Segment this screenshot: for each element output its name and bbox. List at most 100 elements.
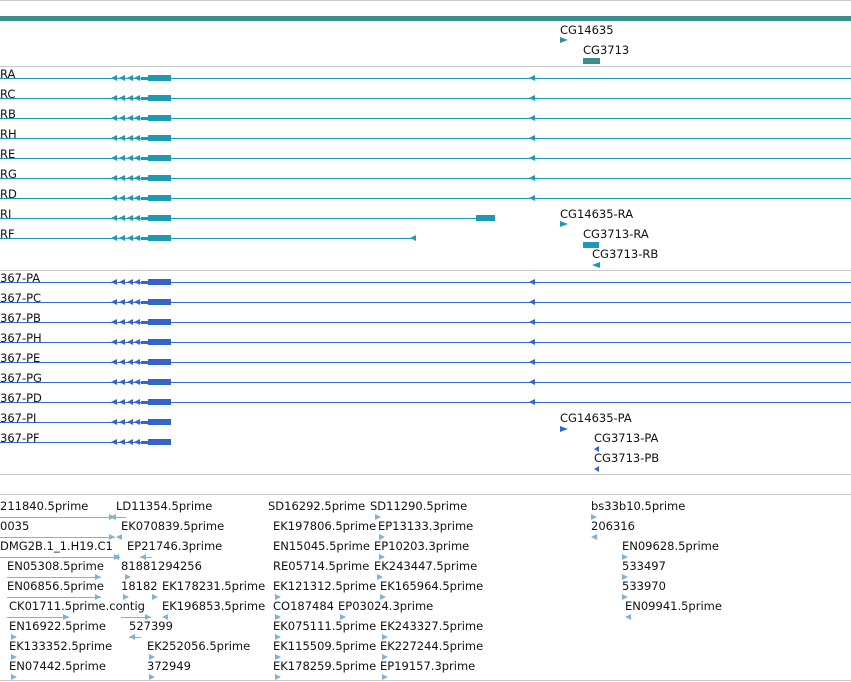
teal-transcript-exon-arrow[interactable]: [127, 155, 133, 161]
blue-transcript-exon-arrow[interactable]: [111, 399, 117, 405]
cg3713-pb-arrow[interactable]: [594, 466, 599, 472]
teal-transcript-exon-arrow[interactable]: [529, 135, 535, 141]
blue-transcript-exon[interactable]: [141, 281, 148, 284]
teal-transcript-exon-arrow[interactable]: [127, 195, 133, 201]
teal-transcript-exon-arrow[interactable]: [134, 195, 140, 201]
blue-transcript-exon-arrow[interactable]: [119, 359, 125, 365]
teal-transcript-exon-arrow[interactable]: [134, 175, 140, 181]
teal-transcript-exon-arrow[interactable]: [119, 215, 125, 221]
est-arrow[interactable]: [622, 594, 628, 600]
teal-transcript-exon-arrow[interactable]: [119, 75, 125, 81]
teal-transcript-exon-main[interactable]: [148, 75, 171, 81]
blue-transcript-intron-line[interactable]: [0, 322, 851, 323]
blue-transcript-exon-main[interactable]: [148, 439, 171, 445]
est-label[interactable]: EK121312.5prime: [273, 579, 377, 593]
teal-transcript-exon-arrow[interactable]: [111, 135, 117, 141]
blue-transcript-exon-arrow[interactable]: [127, 339, 133, 345]
est-arrow[interactable]: [123, 594, 129, 600]
est-label[interactable]: EK178231.5prime: [162, 579, 266, 593]
est-label[interactable]: 0035: [0, 519, 30, 533]
blue-transcript-exon-arrow[interactable]: [119, 399, 125, 405]
teal-transcript-intron-line[interactable]: [0, 238, 415, 239]
teal-transcript-intron-line[interactable]: [0, 218, 476, 219]
est-label[interactable]: DMG2B.1_1.H19.C1: [0, 539, 113, 553]
blue-transcript-exon-arrow[interactable]: [529, 319, 535, 325]
teal-transcript-exon-arrow[interactable]: [529, 95, 535, 101]
est-label[interactable]: EK165964.5prime: [380, 579, 484, 593]
est-label[interactable]: EN06856.5prime: [7, 579, 104, 593]
est-line[interactable]: [0, 537, 115, 538]
blue-transcript-exon-arrow[interactable]: [127, 359, 133, 365]
teal-transcript-exon-arrow[interactable]: [111, 215, 117, 221]
est-label[interactable]: EK243447.5prime: [374, 559, 478, 573]
teal-transcript-exon[interactable]: [141, 177, 148, 180]
blue-transcript-exon-arrow[interactable]: [134, 359, 140, 365]
teal-transcript-exon-arrow[interactable]: [111, 235, 117, 241]
blue-transcript-exon-main[interactable]: [148, 379, 171, 385]
est-label[interactable]: EP19157.3prime: [380, 659, 476, 673]
transcript-label-cg14635-pa[interactable]: CG14635-PA: [560, 411, 632, 425]
teal-transcript-exon-arrow[interactable]: [119, 95, 125, 101]
blue-transcript-exon-arrow[interactable]: [127, 399, 133, 405]
est-label[interactable]: CK01711.5prime.contig: [9, 599, 145, 613]
cg14635-pa-arrow[interactable]: [560, 426, 568, 432]
est-arrow[interactable]: [149, 654, 155, 660]
est-arrow[interactable]: [380, 594, 386, 600]
est-label[interactable]: EP21746.3prime: [127, 539, 223, 553]
blue-transcript-exon-arrow[interactable]: [127, 279, 133, 285]
est-label[interactable]: 533497: [622, 559, 666, 573]
blue-transcript-exon[interactable]: [141, 441, 148, 444]
est-label[interactable]: EK252056.5prime: [147, 639, 251, 653]
teal-transcript-exon-arrow[interactable]: [134, 235, 140, 241]
blue-transcript-exon-arrow[interactable]: [127, 439, 133, 445]
teal-transcript-exon[interactable]: [141, 217, 148, 220]
teal-transcript-exon-arrow[interactable]: [134, 135, 140, 141]
est-arrow[interactable]: [95, 594, 101, 600]
est-label[interactable]: SD16292.5prime: [268, 499, 366, 513]
est-arrow[interactable]: [149, 674, 155, 680]
blue-transcript-exon-arrow[interactable]: [134, 439, 140, 445]
teal-transcript-exon-arrow[interactable]: [529, 155, 535, 161]
est-label[interactable]: EN05308.5prime: [7, 559, 104, 573]
blue-transcript-exon-arrow[interactable]: [119, 419, 125, 425]
est-arrow[interactable]: [145, 614, 151, 620]
cg3713-rb-arrow[interactable]: [592, 262, 600, 268]
teal-transcript-exon-arrow[interactable]: [127, 135, 133, 141]
blue-transcript-exon-arrow[interactable]: [127, 319, 133, 325]
transcript-label-cg14635-ra[interactable]: CG14635-RA: [560, 207, 634, 221]
blue-transcript-exon[interactable]: [141, 301, 148, 304]
blue-transcript-exon-arrow[interactable]: [134, 279, 140, 285]
transcript-label-cg3713-ra[interactable]: CG3713-RA: [583, 227, 649, 241]
teal-transcript-exon[interactable]: [141, 197, 148, 200]
est-arrow[interactable]: [382, 634, 388, 640]
est-arrow[interactable]: [275, 654, 281, 660]
est-arrow[interactable]: [63, 614, 69, 620]
blue-transcript-exon-arrow[interactable]: [127, 419, 133, 425]
est-label[interactable]: EP13133.3prime: [378, 519, 474, 533]
teal-transcript-exon[interactable]: [141, 97, 148, 100]
blue-transcript-exon-arrow[interactable]: [111, 279, 117, 285]
teal-transcript-exon-main[interactable]: [148, 115, 171, 121]
teal-transcript-exon[interactable]: [141, 137, 148, 140]
blue-transcript-exon-arrow[interactable]: [111, 379, 117, 385]
est-label[interactable]: EK196853.5prime: [162, 599, 266, 613]
est-label[interactable]: 294256: [158, 559, 202, 573]
teal-transcript-intron-line[interactable]: [0, 78, 851, 79]
blue-transcript-exon-arrow[interactable]: [127, 379, 133, 385]
blue-transcript-exon-arrow[interactable]: [529, 359, 535, 365]
gene-label-cg14635[interactable]: CG14635: [560, 23, 614, 37]
transcript-label-cg3713-pa[interactable]: CG3713-PA: [594, 431, 659, 445]
teal-transcript-intron-line[interactable]: [0, 118, 851, 119]
blue-transcript-exon-main[interactable]: [148, 359, 171, 365]
teal-transcript-exon-arrow[interactable]: [119, 195, 125, 201]
teal-transcript-exon-arrow[interactable]: [529, 175, 535, 181]
blue-transcript-exon-arrow[interactable]: [119, 379, 125, 385]
est-line[interactable]: [0, 557, 120, 558]
teal-transcript-exon-arrow[interactable]: [111, 195, 117, 201]
est-line[interactable]: [7, 597, 101, 598]
blue-transcript-exon[interactable]: [141, 421, 148, 424]
teal-transcript-exon-main[interactable]: [148, 155, 171, 161]
blue-transcript-exon-main[interactable]: [148, 279, 171, 285]
est-label[interactable]: EK133352.5prime: [9, 639, 113, 653]
est-arrow[interactable]: [140, 554, 146, 560]
